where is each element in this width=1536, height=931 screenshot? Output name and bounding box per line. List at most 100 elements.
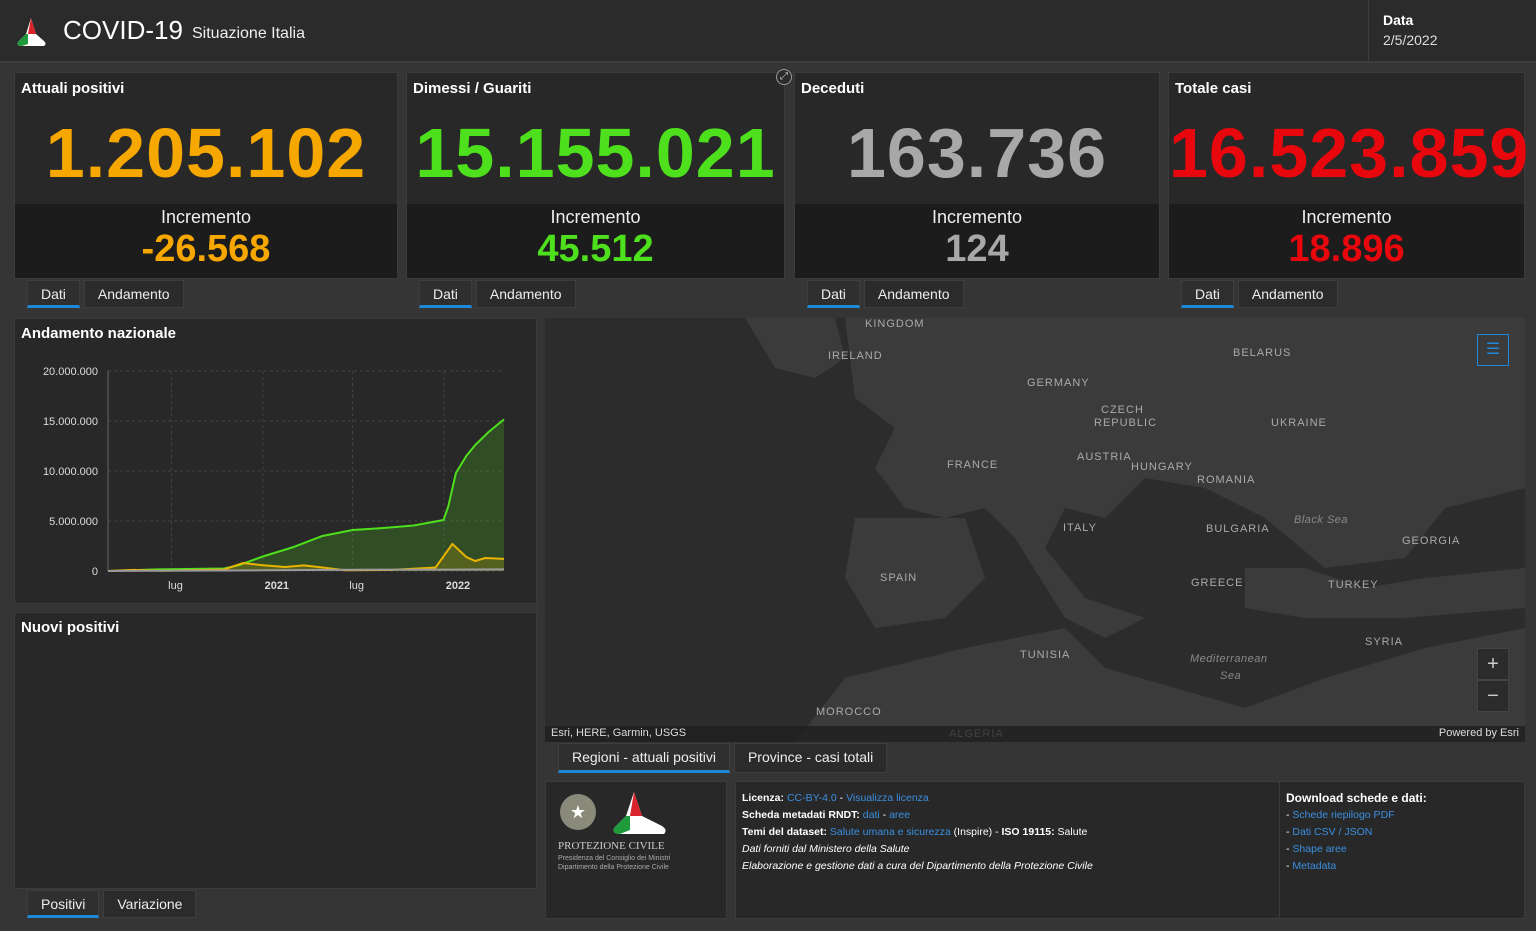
- tab-positivi[interactable]: Positivi: [27, 890, 100, 918]
- map-tabs: Regioni - attuali positivi Province - ca…: [558, 743, 888, 773]
- sea-label: Mediterranean: [1190, 653, 1268, 665]
- tab-dati[interactable]: Dati: [1181, 280, 1234, 308]
- map-attribution: Esri, HERE, Garmin, USGS: [551, 727, 687, 739]
- temi-link[interactable]: Salute umana e sicurezza: [829, 826, 951, 838]
- card-dimessi-guariti: Dimessi / Guariti 15.155.021 Incremento 4…: [406, 72, 785, 279]
- card-title: Dimessi / Guariti: [413, 80, 532, 97]
- y-tick-label: 0: [92, 566, 98, 578]
- increment-label: Incremento: [550, 207, 641, 227]
- card-title: Deceduti: [801, 80, 865, 97]
- rndt-aree-link[interactable]: aree: [889, 809, 911, 821]
- map-attribution-bar: Esri, HERE, Garmin, USGS Powered by Esri: [545, 726, 1525, 742]
- map-label: SPAIN: [880, 572, 918, 584]
- logo-line1: Presidenza del Consiglio dei Ministri: [558, 855, 671, 862]
- card-title: Totale casi: [1175, 80, 1252, 97]
- card-title: Attuali positivi: [21, 80, 125, 97]
- download-item[interactable]: - Metadata: [1286, 860, 1337, 872]
- tab-dati[interactable]: Dati: [27, 280, 80, 308]
- download-link[interactable]: Dati CSV / JSON: [1292, 826, 1373, 838]
- inspire: (Inspire) -: [950, 826, 1002, 838]
- downloads-title: Download schede e dati:: [1286, 791, 1427, 805]
- tab-andamento[interactable]: Andamento: [475, 280, 576, 308]
- svg-text:★: ★: [570, 802, 586, 822]
- iso-label: ISO 19115:: [1001, 826, 1055, 838]
- map-label: KINGDOM: [865, 318, 925, 330]
- tab-dati[interactable]: Dati: [807, 280, 860, 308]
- map[interactable]: KINGDOM IRELAND GERMANY BELARUS CZECH REPUBLI…: [545, 318, 1525, 742]
- increment-value: 124: [945, 228, 1009, 270]
- x-tick-label: lug: [168, 580, 183, 592]
- view-license-link[interactable]: Visualizza licenza: [846, 792, 929, 804]
- tab-andamento[interactable]: Andamento: [83, 280, 184, 308]
- tab-andamento[interactable]: Andamento: [1237, 280, 1338, 308]
- map-label: GEORGIA: [1402, 535, 1461, 547]
- increment-label: Incremento: [931, 207, 1023, 227]
- tab-province[interactable]: Province - casi totali: [733, 743, 888, 773]
- series-area-1: [108, 544, 504, 571]
- increment-value: -26.568: [141, 228, 271, 270]
- sea-label: Black Sea: [1294, 514, 1349, 526]
- y-tick-label: 20.000.000: [43, 366, 98, 378]
- app-title: COVID-19: [63, 15, 183, 45]
- processing-note: Elaborazione e gestione dati a cura del …: [742, 860, 1093, 872]
- tab-andamento[interactable]: Andamento: [863, 280, 964, 308]
- card-tabs: Dati Andamento: [1181, 280, 1338, 308]
- y-tick-label: 5.000.000: [49, 516, 98, 528]
- date-label: Data: [1383, 12, 1414, 28]
- map-label: TUNISIA: [1020, 649, 1071, 661]
- y-tick-label: 15.000.000: [43, 416, 98, 428]
- download-item[interactable]: - Dati CSV / JSON: [1286, 826, 1373, 838]
- lic-label: Licenza:: [742, 792, 785, 804]
- map-label: FRANCE: [947, 459, 999, 471]
- info-panel: Licenza: CC-BY-4.0 - Visualizza licenza …: [735, 781, 1280, 919]
- x-tick-label: lug: [349, 580, 364, 592]
- map-label: MOROCCO: [816, 706, 882, 718]
- legend-list-icon[interactable]: ☰: [1477, 334, 1509, 366]
- logo-panel: ★ PROTEZIONE CIVILE Presidenza del Consi…: [545, 781, 727, 919]
- series-area-0: [108, 419, 504, 571]
- andamento-chart[interactable]: 20.000.000 15.000.000 10.000.000 5.000.000 0…: [15, 319, 538, 605]
- source-note: Dati forniti dal Ministero della Salute: [742, 843, 910, 855]
- header-bar: COVID-19 Situazione Italia Data 2/5/2022: [0, 0, 1536, 63]
- map-label: SYRIA: [1365, 636, 1404, 648]
- rndt-dati-link[interactable]: dati: [862, 809, 880, 821]
- tab-regioni[interactable]: Regioni - attuali positivi: [558, 743, 730, 773]
- map-land: [745, 318, 1525, 742]
- card-tabs: Dati Andamento: [27, 280, 184, 308]
- nuovi-tabs: Positivi Variazione: [27, 890, 197, 918]
- tab-variazione[interactable]: Variazione: [103, 890, 197, 918]
- zoom-out-button[interactable]: −: [1477, 680, 1509, 712]
- x-tick-label: 2021: [265, 580, 289, 592]
- protezione-civile-logo: [17, 18, 46, 46]
- tab-dati[interactable]: Dati: [419, 280, 472, 308]
- map-label: AUSTRIA: [1077, 451, 1132, 463]
- logo-line2: Dipartimento della Protezione Civile: [558, 864, 669, 871]
- expand-icon[interactable]: ⤢: [776, 69, 792, 85]
- increment-value: 18.896: [1288, 228, 1405, 270]
- card-attuali-positivi: Attuali positivi 1.205.102 Incremento -26…: [14, 72, 398, 279]
- download-link[interactable]: Metadata: [1292, 860, 1337, 872]
- license-link[interactable]: CC-BY-4.0: [786, 792, 837, 804]
- map-label: HUNGARY: [1131, 461, 1193, 473]
- zoom-in-button[interactable]: +: [1477, 648, 1509, 680]
- app-subtitle: Situazione Italia: [192, 25, 305, 42]
- powered-by-esri[interactable]: Powered by Esri: [1438, 727, 1519, 739]
- card-increment-section: Incremento -26.568: [15, 204, 397, 278]
- logo-lines: Presidenza del Consiglio dei Ministri Dip…: [558, 854, 670, 872]
- date-value: 2/5/2022: [1383, 32, 1438, 48]
- download-link[interactable]: Schede riepilogo PDF: [1292, 809, 1395, 821]
- sep: -: [836, 792, 847, 804]
- series-line-2: [107, 568, 505, 572]
- download-item[interactable]: - Shape aree: [1286, 843, 1347, 855]
- map-label: IRELAND: [828, 350, 883, 362]
- map-label: BELARUS: [1233, 347, 1292, 359]
- map-label: REPUBLIC: [1094, 417, 1158, 429]
- download-item[interactable]: - Schede riepilogo PDF: [1286, 809, 1395, 821]
- protezione-civile-emblem: ★: [560, 792, 666, 834]
- download-link[interactable]: Shape aree: [1292, 843, 1347, 855]
- card-increment-section: Incremento 18.896: [1169, 204, 1524, 278]
- map-label: GREECE: [1191, 577, 1244, 589]
- map-label: ITALY: [1063, 522, 1097, 534]
- x-tick-label: 2022: [446, 580, 470, 592]
- increment-label: Incremento: [1301, 207, 1392, 227]
